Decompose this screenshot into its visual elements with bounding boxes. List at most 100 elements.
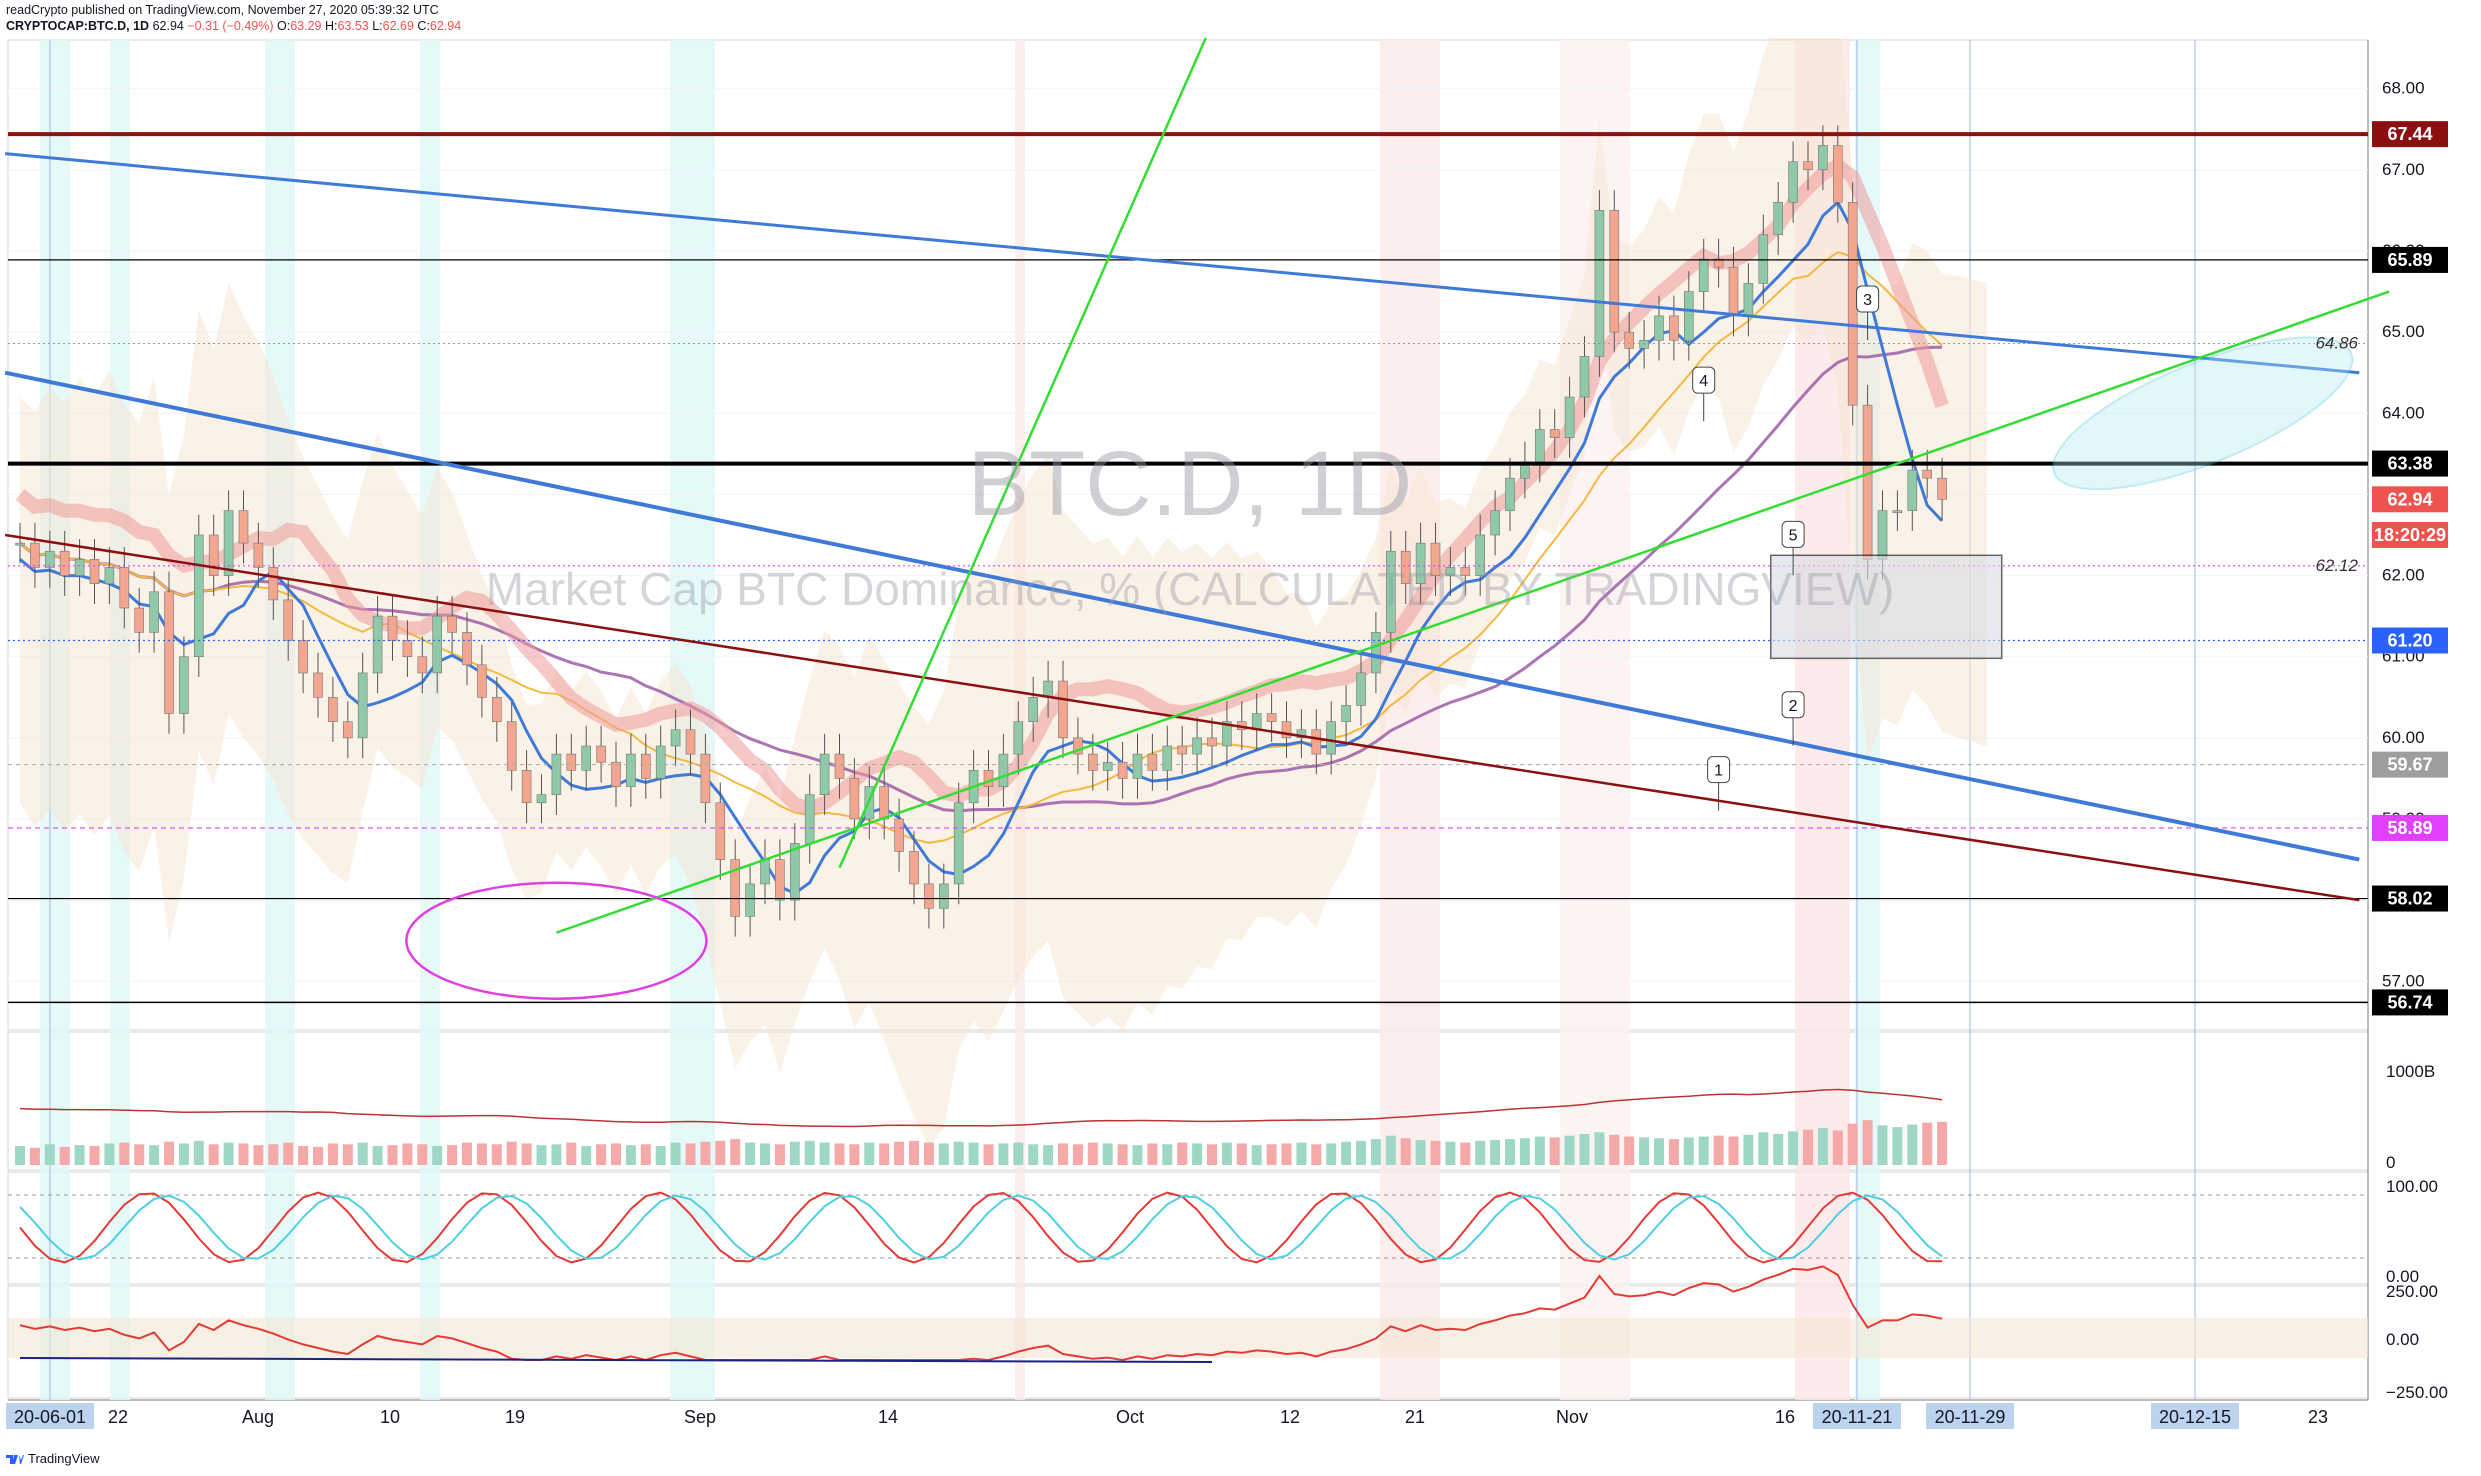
candle xyxy=(104,567,115,584)
x-tick-label: 20-11-21 xyxy=(1822,1407,1893,1427)
candle xyxy=(372,615,383,674)
volume-bar xyxy=(1430,1140,1441,1165)
open-value: 63.29 xyxy=(290,19,322,33)
volume-bar xyxy=(104,1143,115,1165)
price-label: 62.94 xyxy=(2387,489,2432,509)
candle xyxy=(1624,331,1634,349)
volume-bar xyxy=(1117,1144,1128,1165)
candle xyxy=(775,859,785,901)
price-label-bg xyxy=(2372,486,2448,513)
symbol-ohlc-line: CRYPTOCAP:BTC.D, 1D 62.94 −0.31 (−0.49%)… xyxy=(6,18,2006,34)
watermark-symbol: BTC.D, 1D xyxy=(968,433,1413,535)
candle xyxy=(1147,753,1158,771)
volume-bar xyxy=(1564,1135,1575,1165)
volume-bar xyxy=(938,1143,949,1165)
y-tick-label: 62.00 xyxy=(2382,566,2425,585)
price-label-bg xyxy=(2372,246,2448,273)
volume-bar xyxy=(1758,1132,1769,1165)
tradingview-logo-icon xyxy=(6,1454,24,1464)
y-tick-label: 65.00 xyxy=(2382,322,2425,341)
candle xyxy=(1296,729,1307,739)
volume-bar xyxy=(268,1144,279,1165)
x-tick-label: 10 xyxy=(380,1407,400,1427)
candle xyxy=(685,729,696,755)
volume-bar xyxy=(1370,1139,1381,1165)
volume-bar xyxy=(819,1142,830,1165)
y-tick-label: 68.00 xyxy=(2382,79,2425,98)
volume-bar xyxy=(1579,1133,1590,1165)
volume-bar xyxy=(1505,1139,1515,1165)
high-value: 63.53 xyxy=(337,19,369,33)
volume-bar xyxy=(1534,1136,1545,1165)
x-tick-label: Sep xyxy=(684,1407,716,1427)
osc2-tick-low: −250.00 xyxy=(2386,1383,2448,1402)
price-change: −0.31 (−0.49%) xyxy=(187,19,274,33)
volume-bar xyxy=(357,1142,368,1165)
candle xyxy=(477,664,487,698)
candle xyxy=(1400,550,1411,584)
volume-bar xyxy=(149,1145,160,1165)
candle xyxy=(655,745,666,779)
price-label: 67.44 xyxy=(2387,124,2432,144)
last-price: 62.94 xyxy=(152,19,184,33)
candle xyxy=(1818,145,1828,171)
y-tick-label: 67.00 xyxy=(2382,160,2425,179)
candle xyxy=(1460,567,1471,576)
volume-bar xyxy=(1460,1142,1471,1165)
candle xyxy=(700,753,711,804)
candle xyxy=(1892,510,1903,513)
candle xyxy=(819,753,830,795)
candle xyxy=(89,559,100,584)
volume-bar xyxy=(1028,1144,1039,1165)
candle xyxy=(1788,161,1798,203)
volume-bar xyxy=(864,1142,875,1165)
candle xyxy=(1445,567,1456,576)
x-label-box xyxy=(1926,1403,2014,1429)
candle xyxy=(119,567,130,609)
osc1-tick-low: 0.00 xyxy=(2386,1267,2419,1286)
volume-bar xyxy=(685,1143,696,1165)
volume-bar xyxy=(193,1140,204,1165)
volume-bar xyxy=(1624,1136,1635,1165)
volume-bar xyxy=(1639,1137,1650,1165)
candle xyxy=(924,883,934,909)
candle xyxy=(30,542,40,568)
y-tick-label: 64.00 xyxy=(2382,403,2425,422)
osc1-signal xyxy=(19,1194,1943,1261)
volume-bar xyxy=(1609,1134,1620,1165)
candle xyxy=(938,883,949,909)
osc1-line xyxy=(19,1191,1943,1264)
volume-bar xyxy=(506,1141,517,1165)
price-label-bg xyxy=(2372,751,2448,778)
candle xyxy=(417,656,428,674)
volume-bar xyxy=(59,1146,70,1165)
x-tick-label: Nov xyxy=(1556,1407,1588,1427)
volume-bar xyxy=(1326,1143,1337,1165)
volume-bar xyxy=(1311,1144,1322,1165)
candle xyxy=(1043,680,1053,698)
volume-bar xyxy=(1937,1121,1948,1165)
volume-bar xyxy=(1043,1145,1054,1165)
x-tick-label: 23 xyxy=(2308,1407,2328,1427)
volume-pane xyxy=(7,1031,2369,1171)
volume-bar xyxy=(1862,1120,1873,1165)
candle xyxy=(1102,761,1113,771)
volume-bar xyxy=(1907,1124,1918,1165)
candle xyxy=(1371,632,1381,674)
volume-bar xyxy=(1266,1144,1277,1165)
volume-bar xyxy=(1877,1125,1888,1165)
candle xyxy=(1415,542,1426,584)
candle xyxy=(1490,510,1500,536)
candle xyxy=(1549,429,1560,438)
candle xyxy=(283,599,294,641)
volume-bar xyxy=(1683,1137,1694,1165)
candle xyxy=(1207,737,1217,747)
candle xyxy=(462,632,472,666)
x-tick-label: 20-06-01 xyxy=(14,1407,86,1427)
volume-bar xyxy=(253,1145,264,1165)
volume-bar xyxy=(670,1142,681,1165)
candle xyxy=(1356,672,1366,706)
volume-bar xyxy=(1519,1138,1530,1165)
candle xyxy=(1341,705,1351,722)
